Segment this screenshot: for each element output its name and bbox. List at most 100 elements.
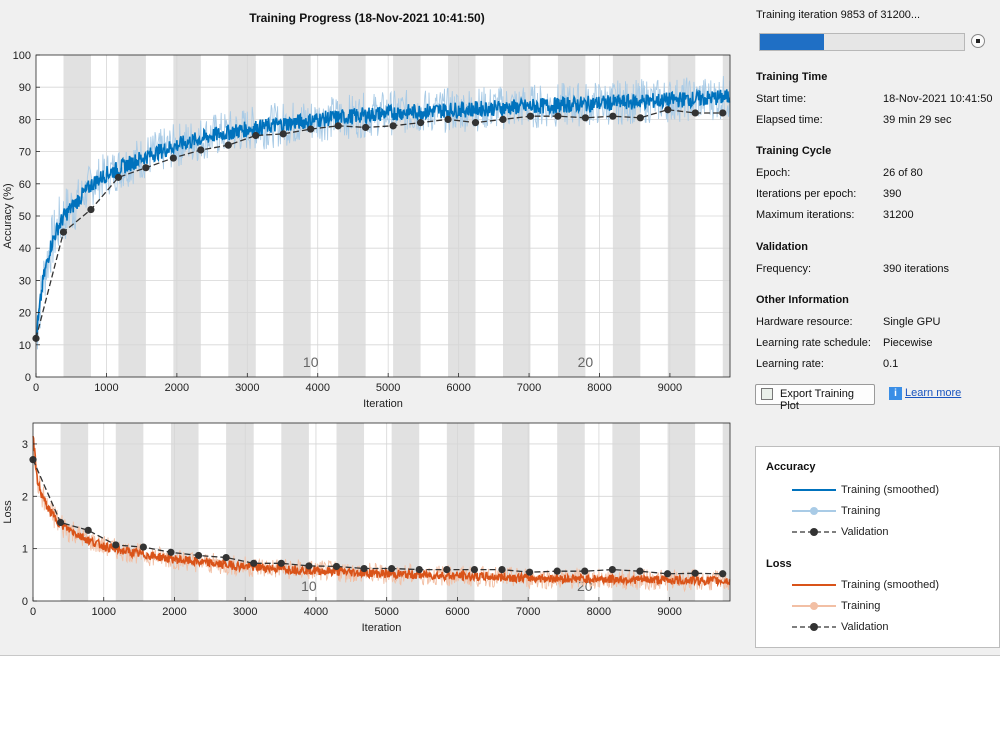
loss-ytick-label-2: 2 [22, 491, 28, 503]
accuracy-xtick-label-5000: 5000 [376, 382, 400, 394]
plots-area: Training Progress (18-Nov-2021 10:41:50)… [2, 11, 731, 634]
accuracy-epoch-label-20: 20 [578, 354, 594, 370]
accuracy-validation-point-15 [444, 115, 452, 123]
accuracy-ytick-label-80: 80 [19, 114, 31, 126]
loss-axes-box [32, 422, 731, 602]
loss-epoch-label-10: 10 [301, 578, 317, 594]
accuracy-validation-point-13 [389, 122, 397, 130]
lr-schedule-label: Learning rate schedule: [756, 337, 871, 349]
loss-training-smoothed-line [32, 435, 731, 588]
loss-validation-point-9 [277, 559, 285, 567]
accuracy-ytick-label-50: 50 [19, 211, 31, 223]
loss-epoch-band-2 [115, 423, 144, 601]
accuracy-training-smoothed-line [35, 88, 731, 339]
training-plots: Training Progress (18-Nov-2021 10:41:50)… [2, 11, 731, 634]
loss-xtick-label-3000: 3000 [233, 606, 257, 618]
legend-acc-validation: Validation [841, 526, 889, 538]
accuracy-xtick-label-9000: 9000 [658, 382, 682, 394]
accuracy-ytick-label-90: 90 [19, 82, 31, 94]
accuracy-validation-point-18 [526, 112, 535, 120]
loss-epoch-band-3 [170, 423, 199, 601]
lr-schedule-value: Piecewise [883, 337, 933, 349]
accuracy-ytick-label-70: 70 [19, 147, 31, 159]
loss-ytick-label-1: 1 [22, 544, 28, 556]
learn-more-link[interactable]: Learn more [905, 387, 962, 399]
accuracy-xtick-label-0: 0 [33, 382, 39, 394]
accuracy-ytick-label-10: 10 [19, 340, 31, 352]
loss-validation-line [32, 459, 723, 575]
accuracy-xtick-label-7000: 7000 [517, 382, 541, 394]
loss-validation-point-10 [305, 562, 313, 570]
loss-validation-point-20 [581, 567, 589, 575]
iterations-per-epoch-label: Iterations per epoch: [756, 188, 857, 200]
loss-ylabel: Loss [2, 500, 14, 524]
loss-xtick-label-1000: 1000 [91, 606, 115, 618]
accuracy-ylabel: Accuracy (%) [2, 183, 14, 248]
loss-xtick-label-8000: 8000 [587, 606, 611, 618]
loss-xtick-label-2000: 2000 [162, 606, 186, 618]
plot-title: Training Progress (18-Nov-2021 10:41:50) [249, 11, 484, 25]
legend-acc-training: Training [841, 505, 881, 517]
accuracy-training-line [35, 75, 731, 350]
loss-validation-point-13 [388, 564, 396, 573]
export-training-plot-button[interactable]: Export Training Plot [755, 384, 875, 412]
loss-validation-point-3 [112, 541, 120, 549]
accuracy-validation-point-10 [307, 125, 315, 133]
export-plot-icon [761, 388, 773, 400]
loss-validation-point-15 [443, 565, 451, 574]
loss-validation-point-7 [222, 553, 230, 562]
loss-validation-point-22 [636, 567, 644, 575]
epoch-label: Epoch: [756, 167, 791, 179]
loss-validation-point-21 [608, 565, 616, 574]
training-progress-window: Training Progress (18-Nov-2021 10:41:50)… [0, 0, 1000, 656]
loss-validation-point-4 [139, 543, 147, 551]
accuracy-ytick-label-40: 40 [19, 243, 31, 255]
legend-loss-validation-marker [810, 623, 818, 631]
legend-acc-smoothed: Training (smoothed) [841, 484, 940, 496]
loss-xtick-label-4000: 4000 [304, 606, 328, 618]
hardware-resource-value: Single GPU [883, 316, 941, 328]
stop-icon [976, 39, 980, 43]
loss-validation-point-11 [332, 562, 341, 571]
section-training-time: Training Time [756, 71, 828, 83]
accuracy-xtick-label-6000: 6000 [446, 382, 470, 394]
hardware-resource-label: Hardware resource: [756, 316, 853, 328]
loss-xtick-label-0: 0 [30, 606, 36, 618]
loss-validation-point-14 [415, 565, 423, 574]
loss-validation-point-23 [663, 570, 672, 578]
loss-validation-point-1 [56, 518, 65, 527]
loss-validation-point-2 [84, 526, 92, 534]
loss-ytick-label-0: 0 [22, 596, 28, 608]
accuracy-validation-point-19 [554, 112, 562, 120]
accuracy-ytick-label-30: 30 [19, 275, 31, 287]
loss-validation-point-17 [498, 565, 506, 574]
accuracy-validation-point-6 [197, 146, 205, 154]
stop-button[interactable] [971, 34, 985, 48]
status-text: Training iteration 9853 of 31200... [756, 9, 921, 21]
loss-ytick-label-3: 3 [22, 439, 28, 451]
frequency-label: Frequency: [756, 263, 812, 275]
epoch-value: 26 of 80 [883, 167, 923, 179]
loss-validation-point-19 [553, 567, 561, 575]
loss-validation-point-12 [360, 564, 368, 573]
loss-validation-point-24 [691, 569, 699, 577]
iterations-per-epoch-value: 390 [883, 188, 902, 200]
progress-bar [759, 33, 965, 51]
loss-validation-point-5 [167, 548, 175, 556]
loss-validation-point-6 [194, 551, 203, 560]
legend-accuracy-header: Accuracy [766, 461, 816, 473]
accuracy-xtick-label-2000: 2000 [165, 382, 189, 394]
legend-swatches [792, 489, 836, 631]
accuracy-ytick-label-100: 100 [13, 50, 31, 62]
accuracy-validation-point-21 [609, 112, 617, 120]
accuracy-xtick-label-3000: 3000 [235, 382, 259, 394]
legend-loss-smoothed: Training (smoothed) [841, 579, 940, 591]
accuracy-validation-point-23 [664, 106, 672, 114]
accuracy-ytick-label-0: 0 [25, 372, 31, 384]
accuracy-validation-point-17 [499, 115, 507, 123]
section-other-information: Other Information [756, 294, 849, 306]
legend-loss-training-marker [810, 602, 818, 610]
accuracy-validation-point-7 [224, 141, 232, 149]
section-validation: Validation [756, 241, 808, 253]
loss-xtick-label-5000: 5000 [374, 606, 398, 618]
